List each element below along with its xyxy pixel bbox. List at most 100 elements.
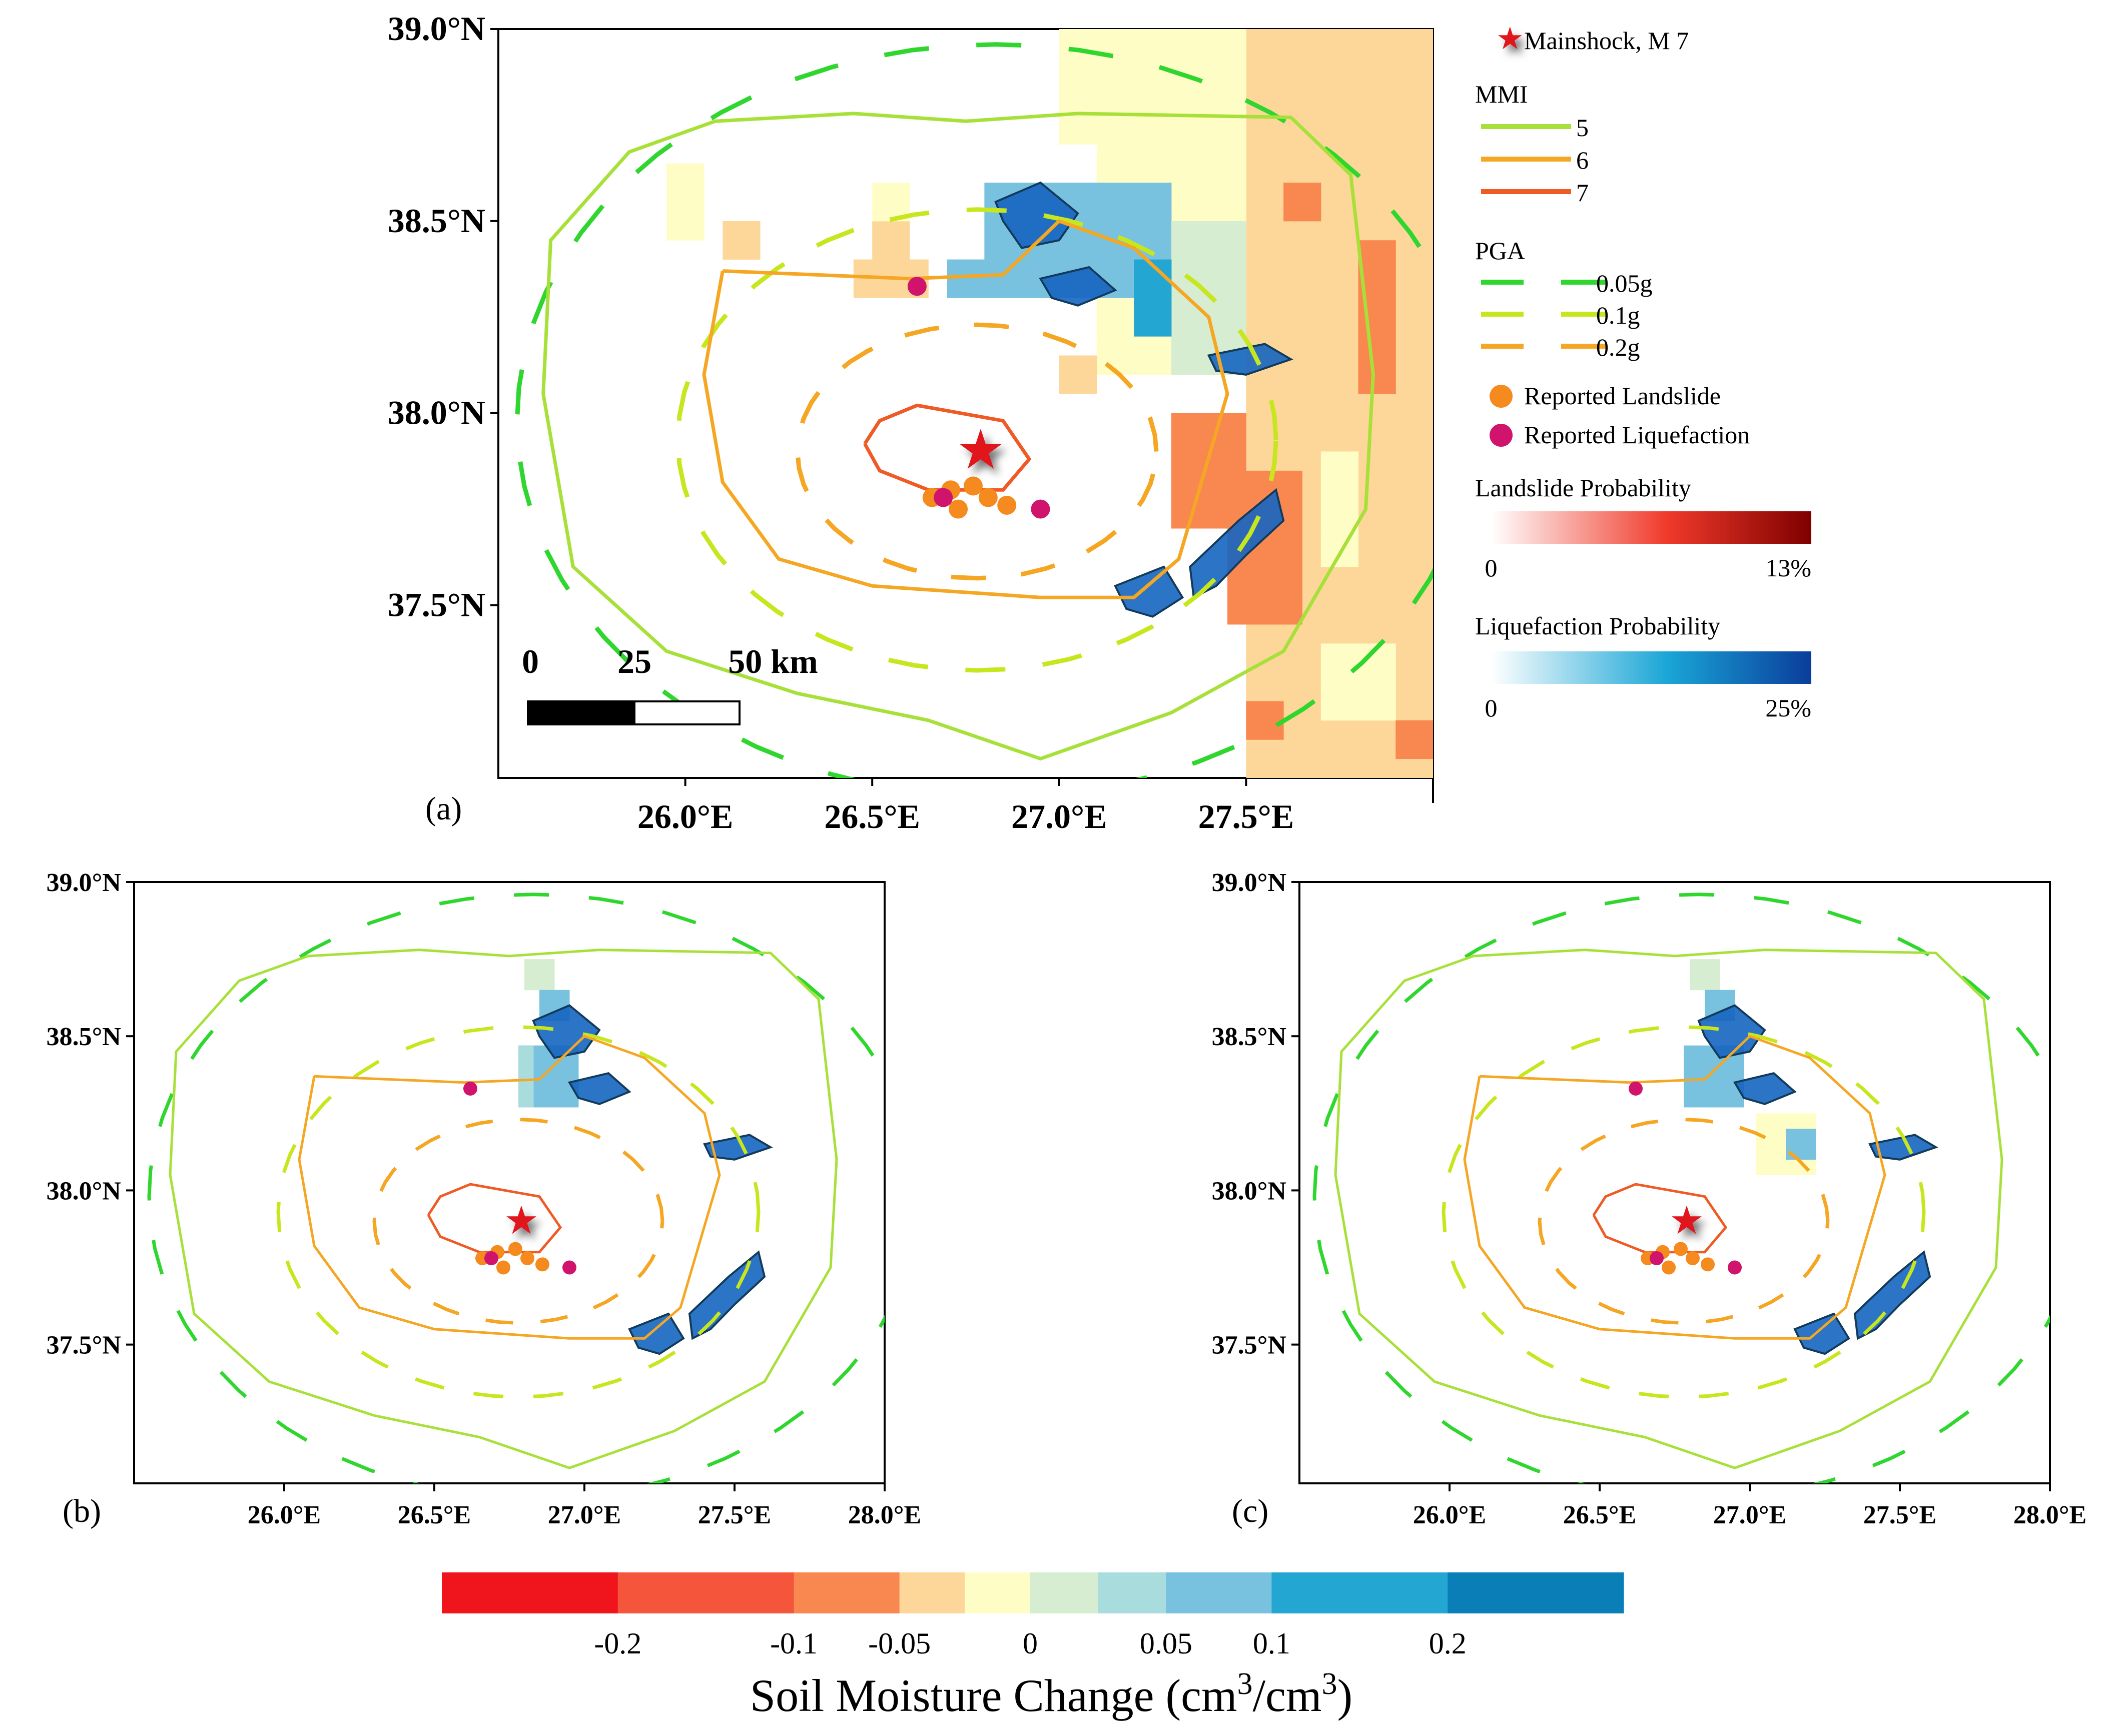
reported-points: ★ xyxy=(1629,1081,1742,1275)
liquefaction-area-edge xyxy=(703,1134,773,1161)
soil-moisture-cell xyxy=(1171,413,1209,452)
soil-moisture-colorbar: -0.2 -0.1 -0.05 0 0.05 0.1 0.2 xyxy=(442,1572,1624,1660)
lon-tick-label: 26.0°E xyxy=(637,797,734,835)
reported-points: ★ xyxy=(463,1081,576,1275)
soil-moisture-cell xyxy=(1395,355,1433,394)
soil-moisture-cell xyxy=(1096,144,1134,183)
soil-moisture-cell xyxy=(1208,221,1246,260)
panel-c-frame xyxy=(1298,881,2051,1484)
soil-moisture-cell xyxy=(1283,355,1321,394)
soil-moisture-cell xyxy=(1786,1113,1801,1129)
soil-moisture-cell xyxy=(1771,1144,1786,1160)
soil-moisture-cell xyxy=(1171,221,1209,260)
pga-005g-contour xyxy=(1312,893,2050,1483)
soil-moisture-cell xyxy=(1320,490,1359,529)
landslide-point xyxy=(520,1251,534,1266)
lon-tick-label: 26.0°E xyxy=(1413,1501,1486,1529)
soil-moisture-cell xyxy=(1134,298,1172,337)
legend-pga-02: 0.2g xyxy=(1596,333,1640,361)
liquefaction-area xyxy=(629,1314,683,1354)
lat-tick-label: 38.0°N xyxy=(388,394,485,432)
soil-moisture-cell xyxy=(1756,1159,1771,1176)
soil-moisture-cell xyxy=(1208,106,1246,145)
colorbar-tick-label: -0.1 xyxy=(770,1627,818,1660)
soil-moisture-cell xyxy=(1283,87,1321,126)
soil-moisture-cell xyxy=(1096,106,1134,145)
soil-moisture-cell xyxy=(518,1045,534,1062)
lon-tick-label: 27.5°E xyxy=(698,1501,771,1529)
soil-moisture-cell xyxy=(1395,470,1433,510)
liquefaction-area-edge xyxy=(1114,565,1184,618)
landslide-marker-icon xyxy=(1490,385,1513,408)
soil-moisture-cell xyxy=(1171,29,1209,68)
lat-tick-label: 37.5°N xyxy=(388,586,485,624)
soil-moisture-cell xyxy=(1771,1159,1786,1176)
colorbar-tick-label: 0.05 xyxy=(1140,1627,1192,1660)
soil-moisture-cell xyxy=(1320,394,1359,433)
soil-moisture-cell xyxy=(1320,739,1359,778)
soil-moisture-cell xyxy=(1358,682,1396,721)
panel-label-a: (a) xyxy=(425,790,462,827)
scale-bar: 0 25 50 km xyxy=(522,642,818,725)
soil-moisture-cell xyxy=(947,259,985,298)
liquefaction-probability-areas xyxy=(994,181,1293,618)
panel-b-ticks: 39.0°N 38.5°N 38.0°N 37.5°N 26.0°E 26.5°E 27.0… xyxy=(47,869,922,1529)
soil-moisture-cell xyxy=(1358,125,1396,164)
legend-liquefaction: Reported Liquefaction xyxy=(1524,421,1750,449)
liquefaction-prob-colorbar xyxy=(1491,651,1811,684)
soil-moisture-cell xyxy=(1786,1129,1801,1145)
soil-moisture-cell xyxy=(1801,1159,1816,1176)
panel-label-c: (c) xyxy=(1232,1493,1268,1529)
landslide-prob-max: 13% xyxy=(1765,554,1811,582)
liquefaction-area-edge xyxy=(994,181,1079,249)
soil-moisture-cell xyxy=(1358,163,1396,202)
lat-tick-label: 37.5°N xyxy=(47,1331,121,1360)
shaking-contours xyxy=(514,42,1433,778)
soil-moisture-cell xyxy=(1729,1061,1744,1077)
legend-pga-title: PGA xyxy=(1475,237,1525,265)
panel-b-map: ★ 39.0°N 38.5°N 38.0°N 37.5°N 26.0°E 26.5°E 27… xyxy=(47,869,922,1529)
soil-moisture-cell xyxy=(1246,739,1284,778)
soil-moisture-cell xyxy=(1705,974,1720,991)
soil-moisture-cell xyxy=(1320,586,1359,625)
liquefaction-area-edge xyxy=(567,1072,631,1105)
mmi-6-contour xyxy=(298,1035,721,1340)
soil-moisture-cell xyxy=(1320,355,1359,394)
colorbar-segment xyxy=(442,1572,618,1613)
soil-moisture-cell xyxy=(524,959,540,975)
liquefaction-point xyxy=(1650,1251,1664,1266)
soil-moisture-cell xyxy=(1705,990,1720,1006)
soil-moisture-cell xyxy=(1227,586,1265,625)
liquefaction-area xyxy=(1040,267,1115,306)
soil-moisture-cell xyxy=(1134,67,1172,107)
soil-moisture-cell xyxy=(1358,432,1396,471)
soil-moisture-cell xyxy=(1208,183,1246,222)
soil-moisture-cell xyxy=(1714,1092,1729,1108)
soil-moisture-cell xyxy=(666,163,705,202)
soil-moisture-cell xyxy=(1208,451,1246,490)
lon-tick-label: 27.0°E xyxy=(548,1501,621,1529)
soil-moisture-cell xyxy=(1699,1045,1714,1062)
soil-moisture-cell xyxy=(1771,1113,1786,1129)
soil-moisture-cell xyxy=(1246,202,1284,241)
soil-moisture-cell xyxy=(1320,29,1359,49)
soil-moisture-cell xyxy=(1395,394,1433,433)
soil-moisture-cell xyxy=(1358,470,1396,510)
colorbar-tick-label: 0 xyxy=(1023,1627,1038,1660)
lon-tick-label: 27.0°E xyxy=(1011,797,1107,835)
colorbar-segment xyxy=(1271,1572,1448,1613)
soil-moisture-cell xyxy=(1320,279,1359,318)
soil-moisture-cell xyxy=(1358,586,1396,625)
soil-moisture-cell xyxy=(1771,1129,1786,1145)
landslide-point xyxy=(949,499,968,519)
soil-moisture-cell xyxy=(1699,1092,1714,1108)
liquefaction-prob-max: 25% xyxy=(1765,694,1811,722)
colorbar-title: Soil Moisture Change (cm3/cm3) xyxy=(750,1667,1352,1721)
liquefaction-area-edge xyxy=(1697,1004,1766,1059)
soil-moisture-cell xyxy=(1246,29,1284,49)
colorbar-tick-label: 0.2 xyxy=(1429,1627,1467,1660)
mmi-7-contour xyxy=(427,1183,562,1254)
liquefaction-point xyxy=(463,1081,477,1096)
liquefaction-area xyxy=(1699,1005,1765,1058)
lon-tick-label: 26.5°E xyxy=(824,797,920,835)
